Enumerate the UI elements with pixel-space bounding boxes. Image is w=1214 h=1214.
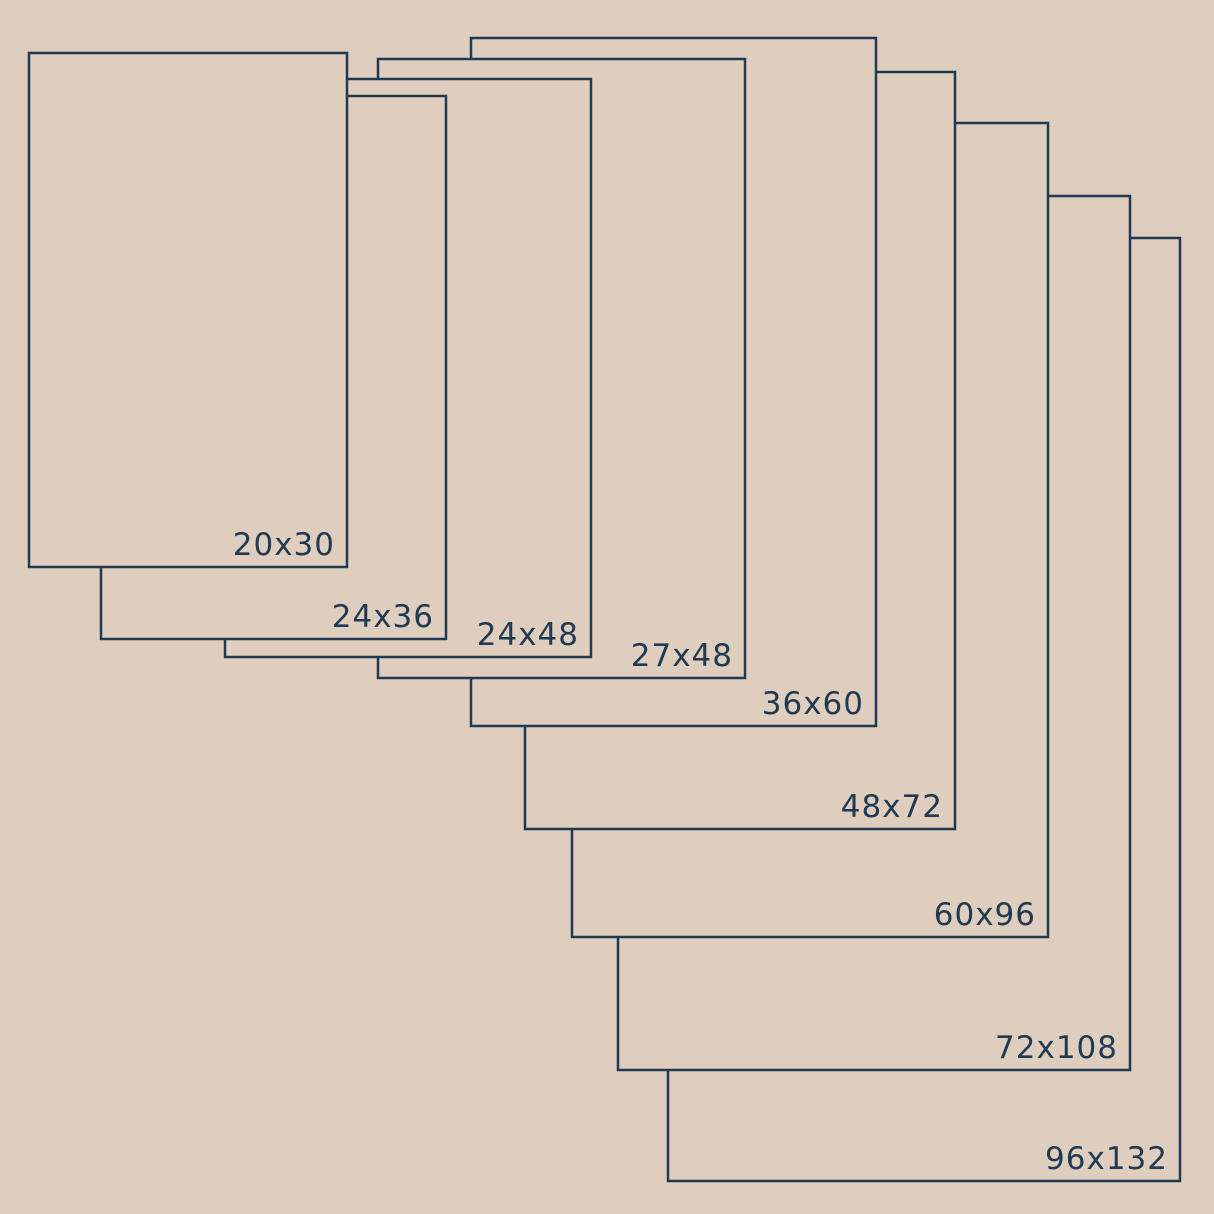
- size-label: 36x60: [762, 686, 864, 722]
- size-label: 60x96: [934, 897, 1036, 933]
- size-label: 24x48: [477, 617, 579, 653]
- size-frame-20x30: 20x30: [27, 51, 349, 569]
- frame-outline: [27, 51, 349, 569]
- size-label: 20x30: [233, 527, 335, 563]
- size-label: 48x72: [841, 789, 943, 825]
- size-label: 96x132: [1045, 1141, 1168, 1177]
- size-label: 72x108: [995, 1030, 1118, 1066]
- size-label: 24x36: [332, 599, 434, 635]
- size-label: 27x48: [631, 638, 733, 674]
